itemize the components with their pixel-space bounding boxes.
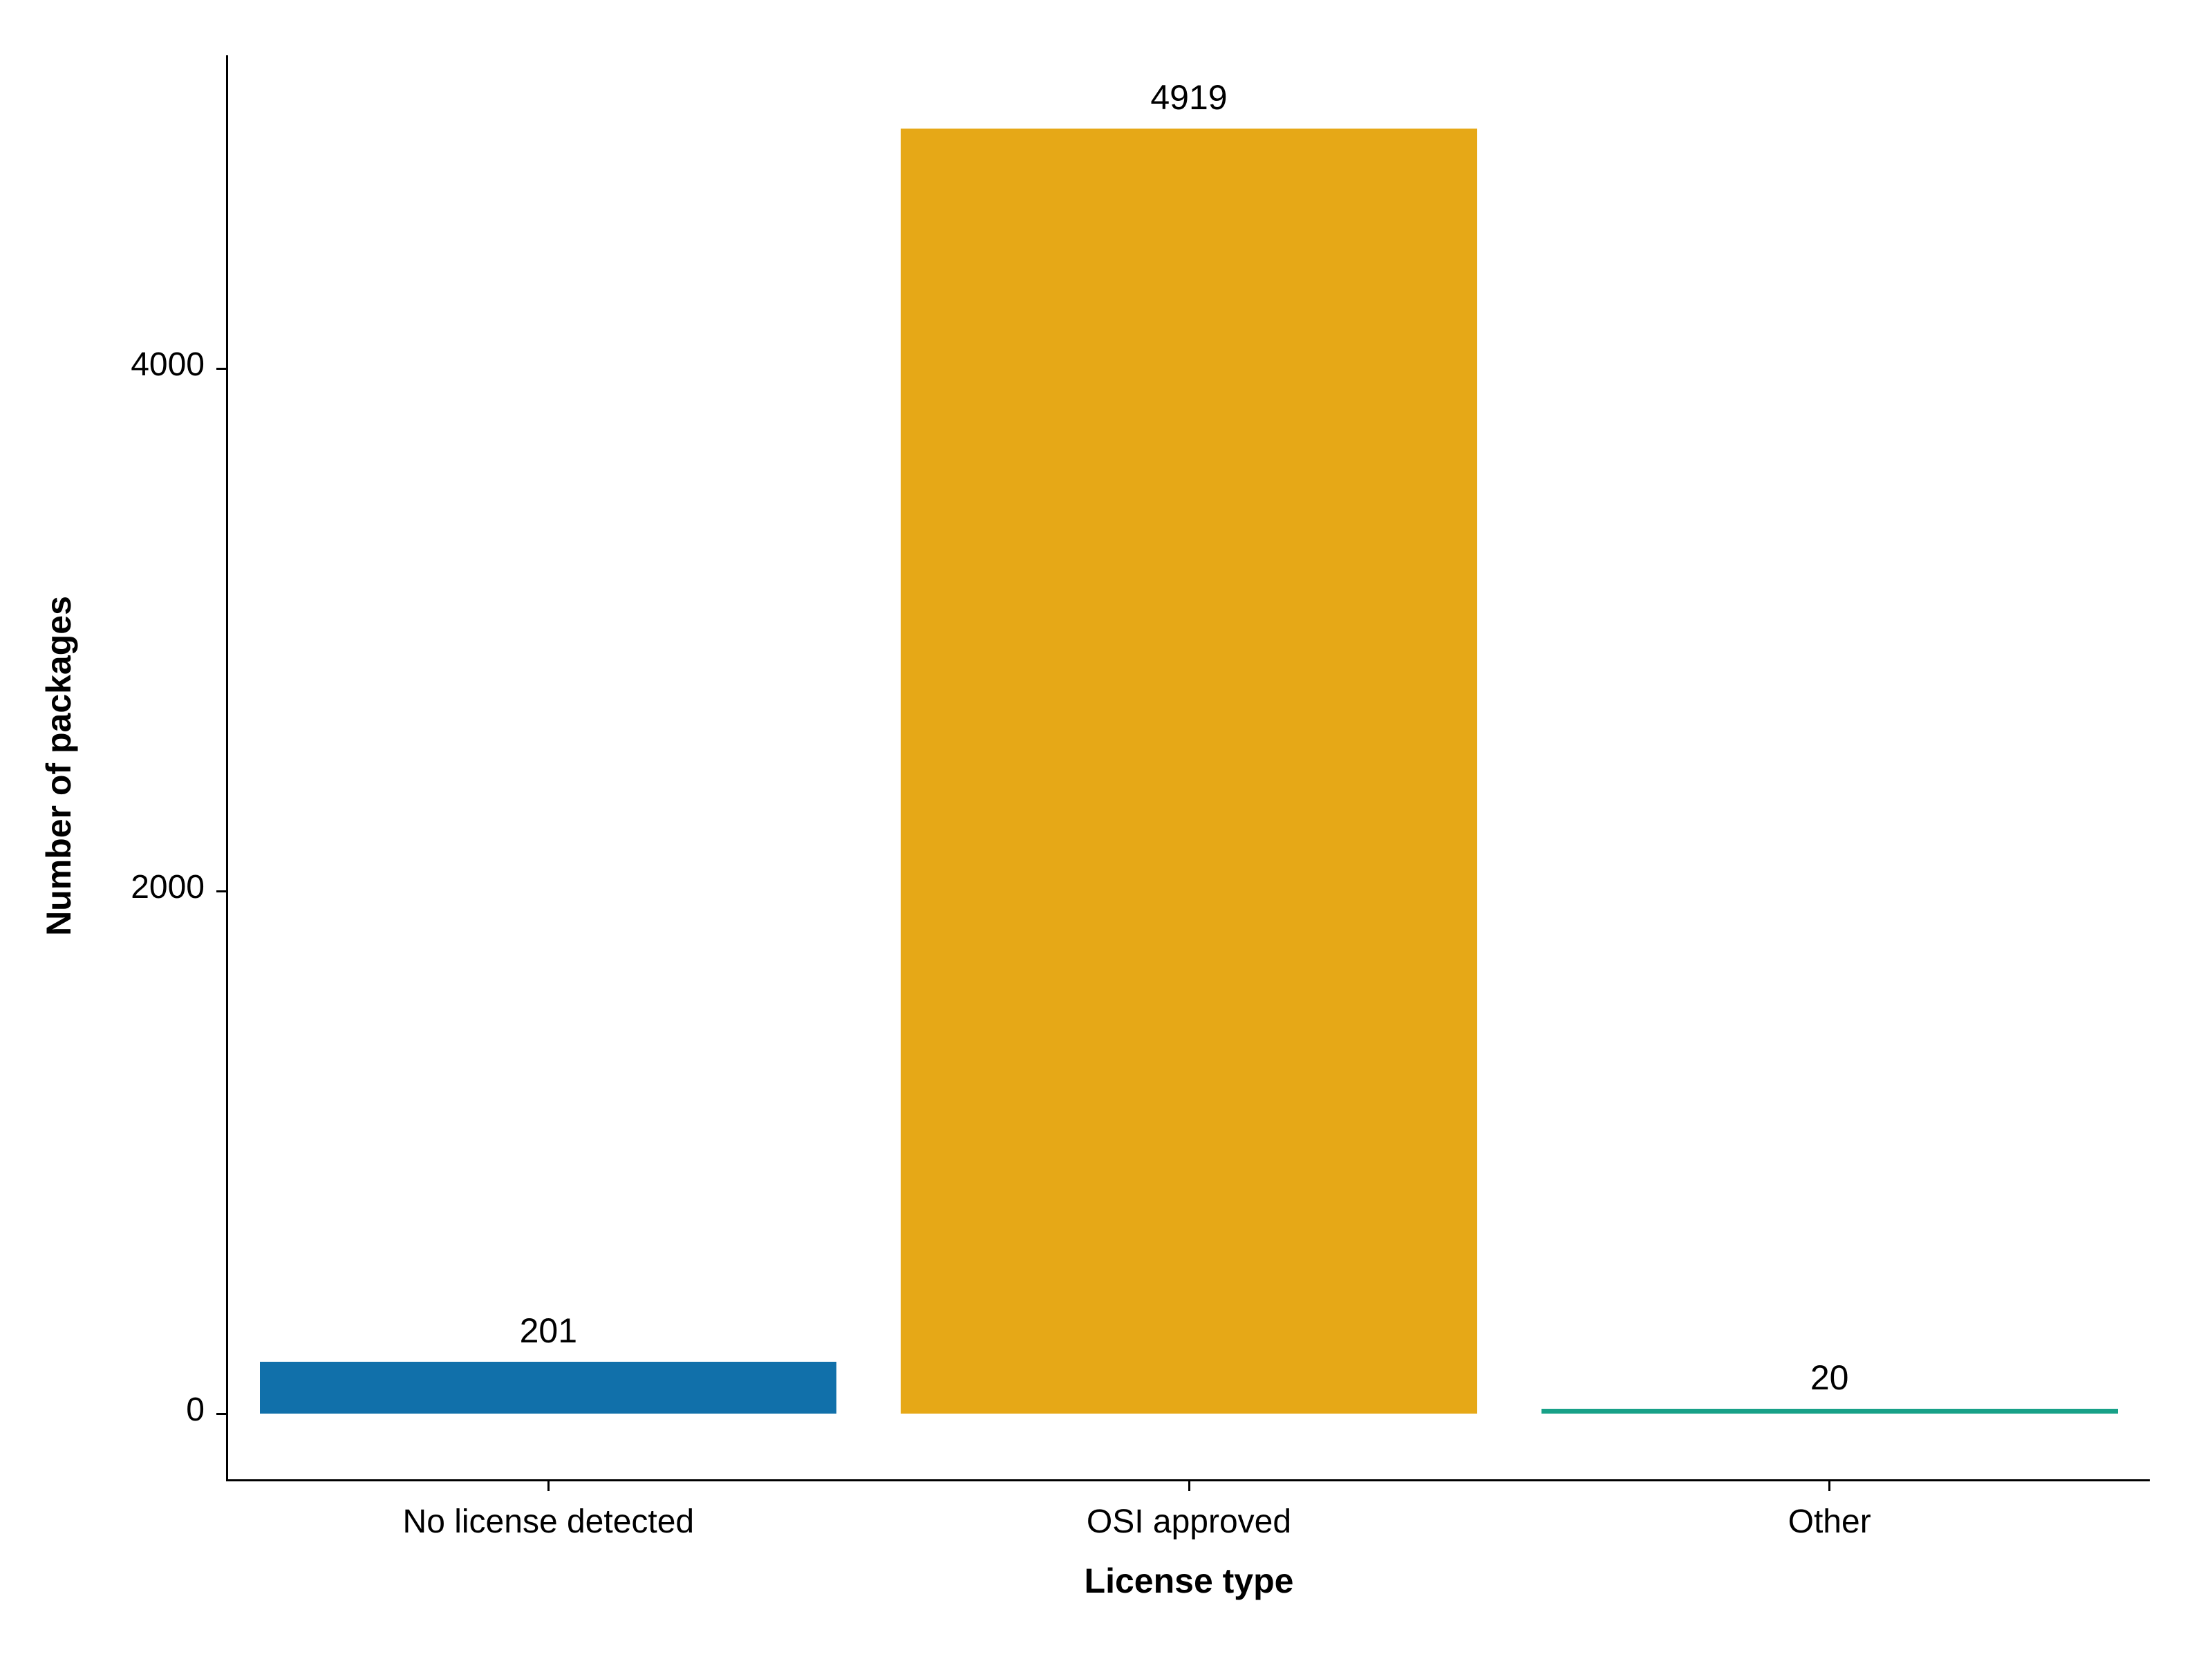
x-tick (1188, 1481, 1190, 1491)
y-tick (216, 890, 226, 892)
chart-container: 0 2000 4000 201 No license detected 4919 OSI a… (0, 0, 2212, 1659)
bar-value-label: 4919 (901, 77, 1477, 118)
x-tick-label: OSI approved (869, 1503, 1510, 1541)
y-tick (216, 1413, 226, 1415)
y-tick-label: 4000 (0, 346, 205, 384)
y-tick-label: 0 (0, 1391, 205, 1429)
y-tick (216, 368, 226, 370)
x-tick-label: No license detected (228, 1503, 869, 1541)
bar (901, 129, 1477, 1414)
y-axis-title: Number of packages (39, 54, 79, 1478)
y-axis-line (226, 55, 228, 1479)
bar-value-label: 20 (1541, 1358, 2118, 1398)
x-tick (1828, 1481, 1830, 1491)
y-tick-label: 2000 (0, 868, 205, 906)
x-tick (547, 1481, 550, 1491)
x-tick-label: Other (1509, 1503, 2150, 1541)
bar-value-label: 201 (260, 1311, 836, 1351)
x-axis-title: License type (228, 1561, 2150, 1601)
bar (260, 1362, 836, 1414)
bar (1541, 1409, 2118, 1414)
